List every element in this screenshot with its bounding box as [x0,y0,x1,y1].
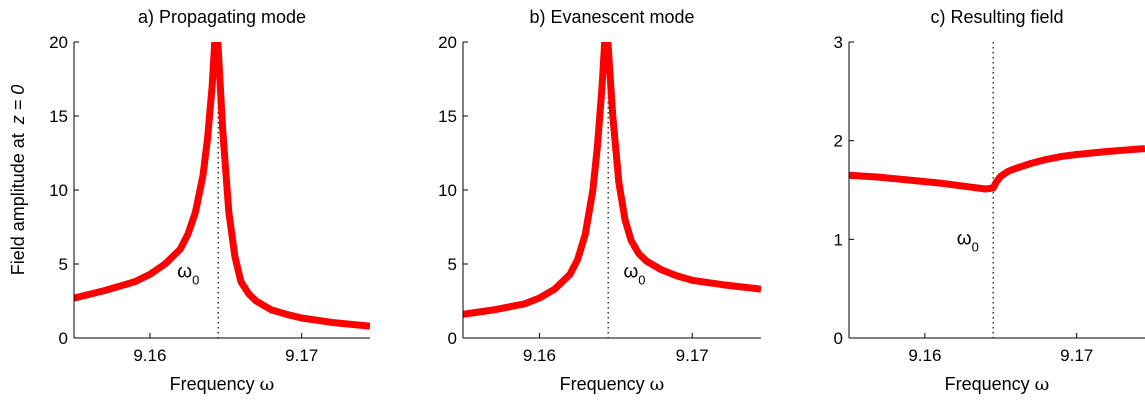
y-tick-label: 2 [834,132,843,151]
x-axis-label: Frequency ω [945,374,1050,395]
y-tick-label: 15 [438,107,457,126]
y-tick-label: 10 [49,181,68,200]
y-tick-label: 0 [834,329,843,348]
x-tick-label: 9.17 [676,346,709,365]
omega0-annotation: ω0 [623,261,645,287]
y-tick-label: 10 [438,181,457,200]
panel-3: c) Resulting field 0 1 2 3 9.16 9.17 Frequency ω… [834,7,1145,395]
x-tick-label: 9.16 [133,346,166,365]
y-tick-label: 5 [448,255,457,274]
y-tick-label: 15 [49,107,68,126]
omega0-annotation: ω0 [957,228,979,254]
x-tick-label: 9.17 [285,346,318,365]
y-tick-label: 3 [834,33,843,52]
y-tick-label: 1 [834,230,843,249]
x-axis-label: Frequency ω [170,374,275,395]
x-tick-label: 9.16 [523,346,556,365]
panel-title: a) Propagating mode [138,7,306,27]
y-tick-label: 0 [448,329,457,348]
y-axis-label: Field amplitude at z = 0 [8,85,28,276]
panel-1: a) Propagating mode 0 5 10 15 20 9.16 9.17 Frequ… [8,7,370,395]
y-tick-label: 20 [49,33,68,52]
panel-title: b) Evanescent mode [529,7,694,27]
y-tick-label: 5 [59,255,68,274]
series-line [849,145,1145,193]
x-tick-label: 9.17 [1060,346,1093,365]
panel-title: c) Resulting field [930,7,1063,27]
omega0-annotation: ω0 [177,261,199,287]
y-tick-label: 0 [59,329,68,348]
series-line [463,42,761,318]
x-axis-label: Frequency ω [560,374,665,395]
y-tick-label: 20 [438,33,457,52]
panel-2: b) Evanescent mode 0 5 10 15 20 9.16 9.17 Freque… [438,7,761,395]
series-line [74,42,370,330]
x-tick-label: 9.16 [908,346,941,365]
